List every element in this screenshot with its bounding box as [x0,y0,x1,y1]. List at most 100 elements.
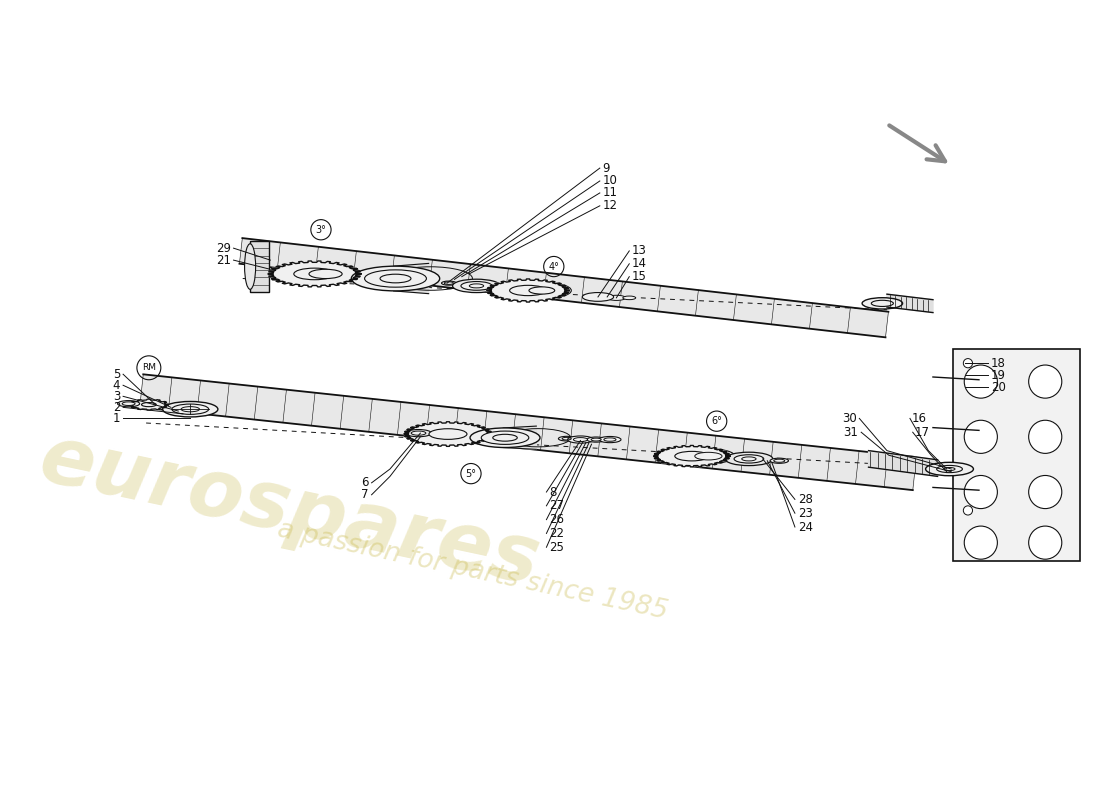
Polygon shape [130,399,168,410]
Text: 4: 4 [113,378,120,392]
Text: 5°: 5° [465,469,476,478]
Polygon shape [869,450,937,476]
Ellipse shape [682,449,735,463]
Circle shape [964,506,972,515]
Ellipse shape [513,282,571,298]
Ellipse shape [470,428,540,447]
Text: 8: 8 [549,486,557,498]
Text: 28: 28 [798,493,813,506]
Ellipse shape [573,438,587,442]
Text: 24: 24 [798,521,813,534]
Ellipse shape [734,454,763,463]
Ellipse shape [411,431,426,435]
Ellipse shape [604,438,616,442]
Polygon shape [404,422,492,446]
Ellipse shape [592,295,604,298]
Ellipse shape [591,438,602,441]
Ellipse shape [172,404,209,414]
Ellipse shape [461,282,492,290]
Circle shape [965,420,998,454]
Ellipse shape [441,281,456,285]
Text: 22: 22 [549,527,564,540]
Text: 14: 14 [632,258,647,270]
Ellipse shape [182,406,199,412]
Text: 31: 31 [844,426,858,438]
Ellipse shape [587,294,608,300]
Ellipse shape [587,437,605,442]
Ellipse shape [309,270,342,278]
Polygon shape [887,294,933,313]
Ellipse shape [493,434,517,441]
Ellipse shape [695,452,722,460]
Text: 26: 26 [549,513,564,526]
Ellipse shape [163,402,218,417]
Ellipse shape [444,282,453,285]
Text: 21: 21 [216,254,231,266]
Text: 6: 6 [361,476,368,490]
Text: 13: 13 [632,245,647,258]
Ellipse shape [770,458,789,463]
Ellipse shape [623,296,636,300]
Circle shape [1028,475,1062,509]
Polygon shape [503,426,537,450]
Ellipse shape [674,451,708,461]
Ellipse shape [122,402,135,406]
Ellipse shape [244,244,255,290]
Ellipse shape [598,437,622,442]
Text: 20: 20 [991,381,1005,394]
Circle shape [1028,420,1062,454]
Ellipse shape [741,457,756,461]
Polygon shape [268,261,361,287]
Ellipse shape [142,402,156,406]
Ellipse shape [364,270,427,287]
Text: 19: 19 [991,369,1005,382]
Ellipse shape [406,430,431,437]
Circle shape [1028,365,1062,398]
Text: 6°: 6° [712,416,722,426]
Ellipse shape [481,431,529,444]
Ellipse shape [725,452,773,466]
Polygon shape [240,238,889,338]
Ellipse shape [429,429,468,439]
Text: 17: 17 [914,426,929,438]
Text: 16: 16 [912,412,927,425]
Text: 9: 9 [603,162,611,174]
Ellipse shape [452,279,500,293]
Ellipse shape [568,436,593,443]
Circle shape [964,358,972,368]
Circle shape [965,526,998,559]
Text: 27: 27 [549,499,564,512]
Ellipse shape [559,436,575,441]
Text: 10: 10 [603,174,617,187]
Text: 2: 2 [113,401,120,414]
Text: 29: 29 [216,242,231,254]
Polygon shape [394,263,429,294]
Text: 3°: 3° [316,225,327,234]
Text: 11: 11 [603,186,617,199]
Polygon shape [487,279,570,302]
Ellipse shape [290,264,361,284]
Text: 4°: 4° [549,262,559,271]
Text: 23: 23 [798,506,813,520]
Ellipse shape [529,287,554,294]
Ellipse shape [118,401,140,406]
Circle shape [1028,526,1062,559]
Text: 18: 18 [991,357,1005,370]
Text: 25: 25 [549,541,564,554]
Ellipse shape [925,462,974,476]
Ellipse shape [871,300,893,306]
Bar [250,242,268,292]
Ellipse shape [379,274,411,283]
Polygon shape [653,446,730,467]
Ellipse shape [607,295,626,301]
Circle shape [965,365,998,398]
Ellipse shape [582,293,614,302]
Text: 3: 3 [113,390,120,403]
Ellipse shape [936,466,962,473]
Ellipse shape [294,268,335,280]
Text: 15: 15 [632,270,647,283]
Ellipse shape [862,298,903,309]
Ellipse shape [351,266,440,291]
Polygon shape [140,374,916,490]
Ellipse shape [509,286,547,296]
